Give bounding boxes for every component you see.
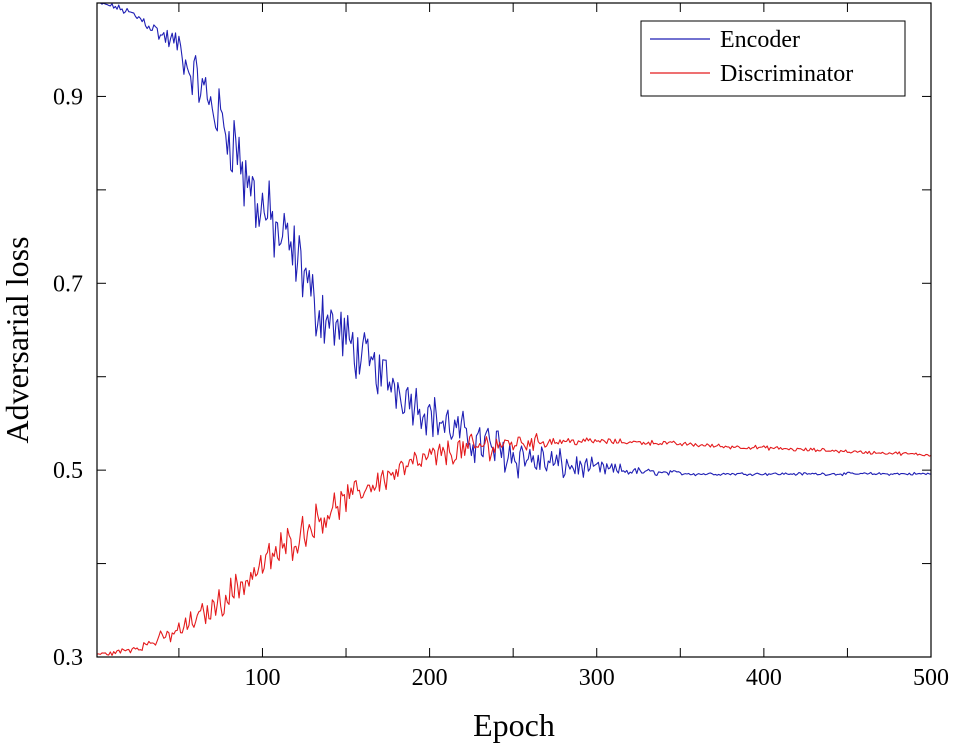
x-axis-title: Epoch: [473, 707, 555, 743]
tick-labels-layer: 100 200 300 400 500 0.3 0.5 0.7 0.9: [53, 84, 949, 691]
y-tick-label: 0.5: [53, 458, 83, 484]
y-tick-label: 0.3: [53, 645, 83, 671]
series-layer: [97, 3, 931, 656]
legend-label-encoder: Encoder: [720, 27, 800, 53]
series-line-encoder: [97, 3, 931, 479]
x-tick-label: 300: [579, 665, 615, 691]
x-tick-label: 100: [244, 665, 280, 691]
y-tick-label: 0.7: [53, 271, 83, 297]
legend-label-discriminator: Discriminator: [720, 61, 853, 87]
y-axis-title: Adversarial loss: [0, 236, 35, 443]
x-tick-label: 500: [913, 665, 949, 691]
series-line-discriminator: [97, 433, 931, 656]
plot-frame: [96, 2, 932, 658]
legend: Encoder Discriminator: [640, 20, 906, 97]
x-tick-label: 400: [746, 665, 782, 691]
legend-box: [640, 20, 906, 97]
y-tick-label: 0.9: [53, 84, 83, 110]
x-tick-label: 200: [412, 665, 448, 691]
ticks-layer: [97, 3, 932, 658]
